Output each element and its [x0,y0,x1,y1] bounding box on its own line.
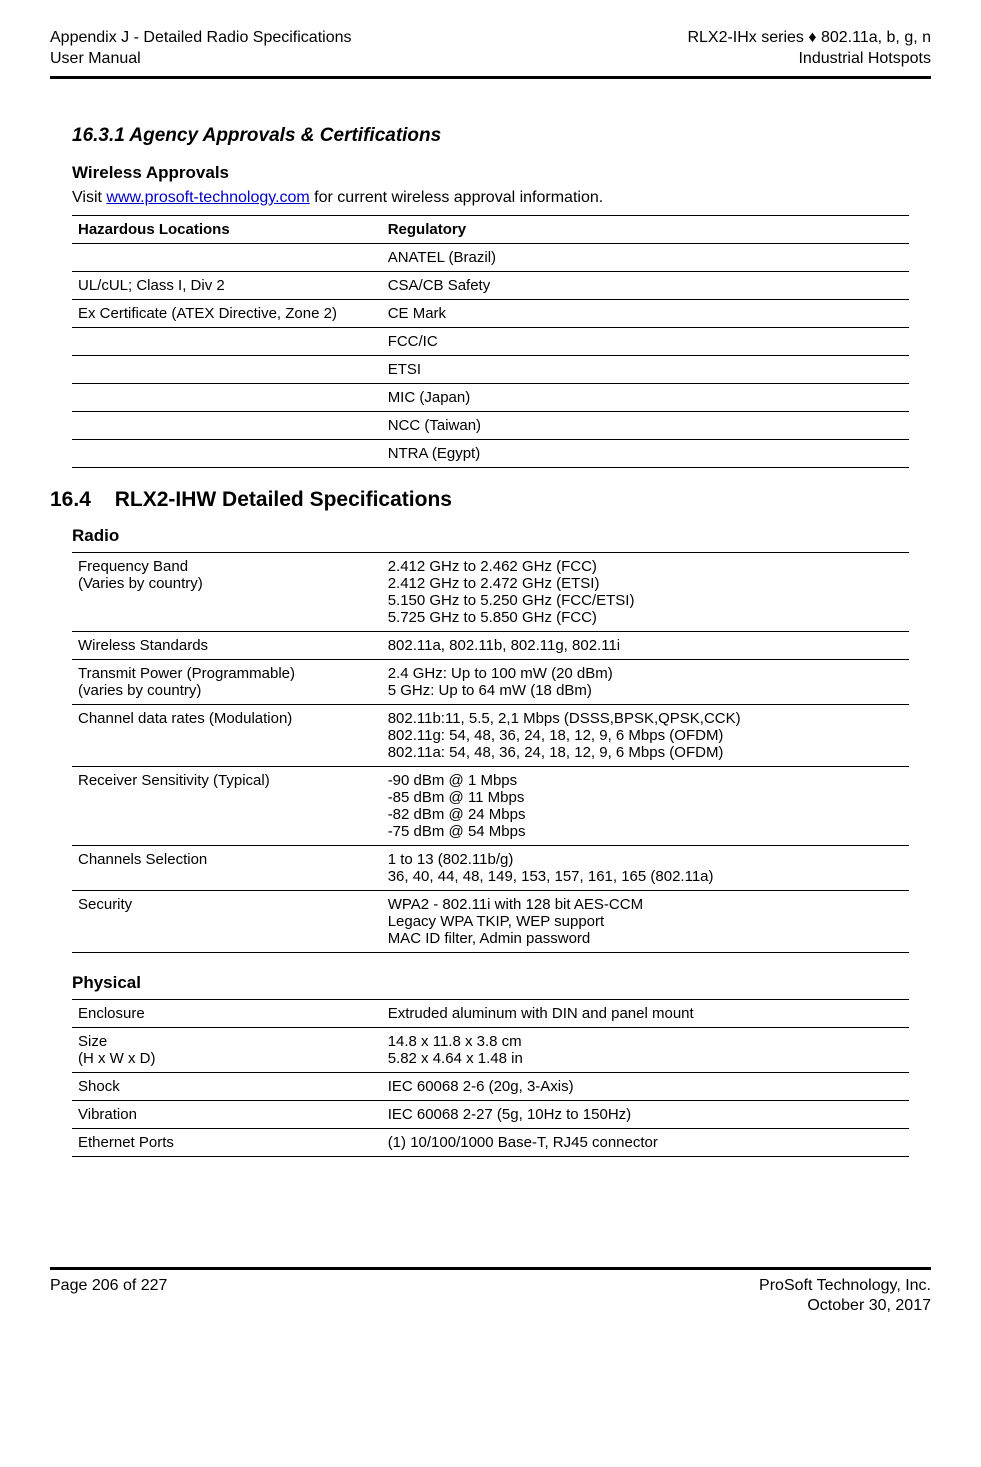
approvals-col-a: Hazardous Locations [72,215,382,243]
radio-table: Frequency Band (Varies by country)2.412 … [72,552,909,953]
page-footer: Page 206 of 227 ProSoft Technology, Inc.… [50,1267,931,1318]
table-row: EnclosureExtruded aluminum with DIN and … [72,999,909,1027]
cell-a: Wireless Standards [72,631,382,659]
footer-left: Page 206 of 227 [50,1276,167,1318]
cell-b: IEC 60068 2-6 (20g, 3-Axis) [382,1072,909,1100]
table-row: Ethernet Ports(1) 10/100/1000 Base-T, RJ… [72,1128,909,1156]
radio-heading: Radio [72,526,909,546]
table-row: VibrationIEC 60068 2-27 (5g, 10Hz to 150… [72,1100,909,1128]
table-row: Ex Certificate (ATEX Directive, Zone 2)C… [72,299,909,327]
cell-a: Transmit Power (Programmable) (varies by… [72,659,382,704]
table-row: NCC (Taiwan) [72,411,909,439]
section-164-number: 16.4 [50,488,91,512]
header-left-line2: User Manual [50,49,352,70]
table-row: NTRA (Egypt) [72,439,909,467]
cell-a [72,243,382,271]
page-container: Appendix J - Detailed Radio Specificatio… [0,0,981,1345]
cell-a: Receiver Sensitivity (Typical) [72,766,382,845]
cell-a: Enclosure [72,999,382,1027]
table-row: ShockIEC 60068 2-6 (20g, 3-Axis) [72,1072,909,1100]
cell-a: Frequency Band (Varies by country) [72,552,382,631]
visit-prefix: Visit [72,189,106,206]
cell-b: 802.11b:11, 5.5, 2,1 Mbps (DSSS,BPSK,QPS… [382,704,909,766]
physical-table: EnclosureExtruded aluminum with DIN and … [72,999,909,1157]
cell-b: CE Mark [382,299,909,327]
table-row: SecurityWPA2 - 802.11i with 128 bit AES-… [72,890,909,952]
table-row: ANATEL (Brazil) [72,243,909,271]
cell-b: 1 to 13 (802.11b/g) 36, 40, 44, 48, 149,… [382,845,909,890]
cell-a: Ethernet Ports [72,1128,382,1156]
footer-right-line1: ProSoft Technology, Inc. [759,1276,931,1297]
cell-b: ETSI [382,355,909,383]
cell-b: 2.412 GHz to 2.462 GHz (FCC) 2.412 GHz t… [382,552,909,631]
cell-b: FCC/IC [382,327,909,355]
cell-b: NCC (Taiwan) [382,411,909,439]
table-row: FCC/IC [72,327,909,355]
table-row: MIC (Japan) [72,383,909,411]
approvals-col-b: Regulatory [382,215,909,243]
footer-divider [50,1267,931,1270]
cell-a: Shock [72,1072,382,1100]
header-left: Appendix J - Detailed Radio Specificatio… [50,28,352,70]
table-row: Transmit Power (Programmable) (varies by… [72,659,909,704]
cell-b: 802.11a, 802.11b, 802.11g, 802.11i [382,631,909,659]
cell-b: CSA/CB Safety [382,271,909,299]
section-1631-title: 16.3.1 Agency Approvals & Certifications [72,125,909,147]
cell-a [72,383,382,411]
cell-b: Extruded aluminum with DIN and panel mou… [382,999,909,1027]
cell-a [72,411,382,439]
footer-right: ProSoft Technology, Inc. October 30, 201… [759,1276,931,1318]
cell-b: ANATEL (Brazil) [382,243,909,271]
cell-b: (1) 10/100/1000 Base-T, RJ45 connector [382,1128,909,1156]
physical-heading: Physical [72,973,909,993]
table-row: Channel data rates (Modulation)802.11b:1… [72,704,909,766]
cell-a: Security [72,890,382,952]
cell-a: Channel data rates (Modulation) [72,704,382,766]
table-row: Wireless Standards802.11a, 802.11b, 802.… [72,631,909,659]
visit-suffix: for current wireless approval informatio… [310,189,603,206]
footer-right-line2: October 30, 2017 [759,1296,931,1317]
table-header-row: Hazardous Locations Regulatory [72,215,909,243]
cell-a [72,327,382,355]
cell-b: NTRA (Egypt) [382,439,909,467]
table-row: ETSI [72,355,909,383]
header-left-line1: Appendix J - Detailed Radio Specificatio… [50,28,352,49]
cell-a: Ex Certificate (ATEX Directive, Zone 2) [72,299,382,327]
page-header: Appendix J - Detailed Radio Specificatio… [50,28,931,70]
approvals-table: Hazardous Locations Regulatory ANATEL (B… [72,215,909,468]
footer-row: Page 206 of 227 ProSoft Technology, Inc.… [50,1276,931,1318]
cell-b: IEC 60068 2-27 (5g, 10Hz to 150Hz) [382,1100,909,1128]
cell-b: 14.8 x 11.8 x 3.8 cm 5.82 x 4.64 x 1.48 … [382,1027,909,1072]
cell-a [72,355,382,383]
prosoft-link[interactable]: www.prosoft-technology.com [106,189,309,206]
cell-a [72,439,382,467]
table-row: Channels Selection1 to 13 (802.11b/g) 36… [72,845,909,890]
table-row: Size (H x W x D)14.8 x 11.8 x 3.8 cm 5.8… [72,1027,909,1072]
header-right: RLX2-IHx series ♦ 802.11a, b, g, n Indus… [687,28,931,70]
visit-text: Visit www.prosoft-technology.com for cur… [72,189,909,207]
wireless-approvals-heading: Wireless Approvals [72,163,909,183]
table-row: UL/cUL; Class I, Div 2CSA/CB Safety [72,271,909,299]
header-right-line1: RLX2-IHx series ♦ 802.11a, b, g, n [687,28,931,49]
section-164-title: RLX2-IHW Detailed Specifications [115,488,452,511]
section-164-heading: 16.4 RLX2-IHW Detailed Specifications [50,488,909,512]
cell-a: Vibration [72,1100,382,1128]
cell-b: WPA2 - 802.11i with 128 bit AES-CCM Lega… [382,890,909,952]
table-row: Receiver Sensitivity (Typical)-90 dBm @ … [72,766,909,845]
table-row: Frequency Band (Varies by country)2.412 … [72,552,909,631]
cell-b: 2.4 GHz: Up to 100 mW (20 dBm) 5 GHz: Up… [382,659,909,704]
cell-a: Channels Selection [72,845,382,890]
cell-a: UL/cUL; Class I, Div 2 [72,271,382,299]
cell-b: -90 dBm @ 1 Mbps -85 dBm @ 11 Mbps -82 d… [382,766,909,845]
content-area: 16.3.1 Agency Approvals & Certifications… [50,79,931,1187]
cell-a: Size (H x W x D) [72,1027,382,1072]
header-right-line2: Industrial Hotspots [687,49,931,70]
cell-b: MIC (Japan) [382,383,909,411]
